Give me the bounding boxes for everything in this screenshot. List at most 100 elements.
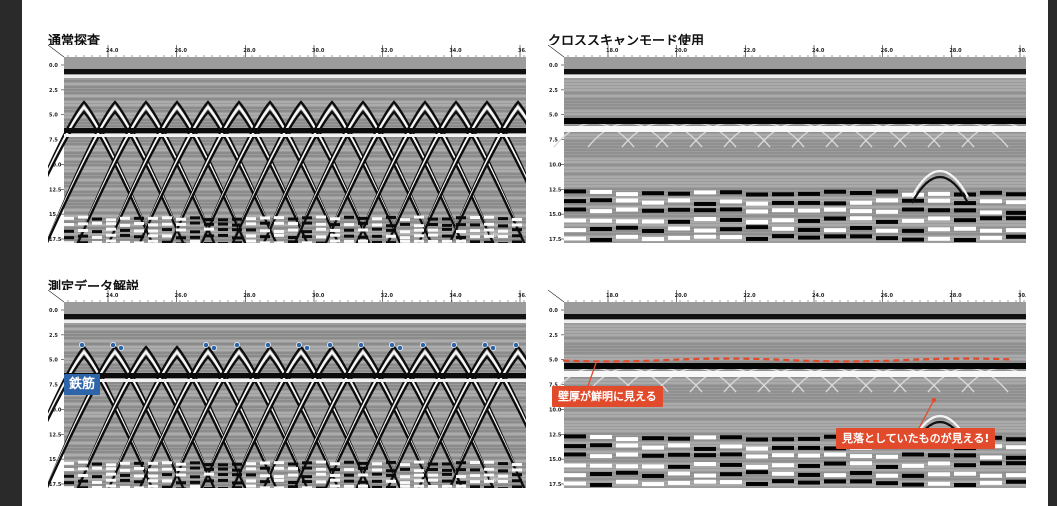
deep-noise-segment <box>64 241 74 243</box>
deep-noise-segment <box>106 218 116 222</box>
deep-noise-segment <box>470 474 480 478</box>
y-tick-label: 10.0 <box>49 407 62 413</box>
deep-noise-segment <box>456 239 466 243</box>
deep-layer-segment <box>694 201 716 206</box>
deep-noise-segment <box>190 485 200 488</box>
deep-noise-segment <box>232 468 242 472</box>
deep-noise-segment <box>358 480 368 484</box>
deep-noise-segment <box>288 467 298 471</box>
y-tick-label: 5.0 <box>549 113 558 119</box>
deep-layer-segment <box>668 226 690 231</box>
y-tick-label: 7.5 <box>549 383 558 389</box>
deep-noise-segment <box>148 461 158 465</box>
deep-noise-segment <box>92 462 102 466</box>
deep-noise-segment <box>274 216 284 220</box>
deep-noise-segment <box>148 474 158 478</box>
deep-noise-segment <box>512 473 522 477</box>
deep-noise-segment <box>302 475 312 479</box>
deep-layer-segment <box>928 453 950 458</box>
gssi-watermark: GSSI <box>484 232 498 239</box>
deep-noise-segment <box>498 479 508 483</box>
back-wall-reflection <box>64 373 526 378</box>
deep-layer-segment <box>694 461 716 466</box>
deep-layer-segment <box>694 228 716 233</box>
deep-layer-segment <box>954 471 976 476</box>
deep-noise-segment <box>134 486 144 488</box>
deep-layer-segment <box>850 190 872 195</box>
gpr-scan-cross: 18.0 20.0 22.0 24.0 26.0 28.0 30.0 0.0 2.5 5.0 7.5… <box>548 45 1026 243</box>
deep-layer-segment <box>876 481 898 486</box>
deep-layer-segment <box>668 191 690 196</box>
y-tick-label: 0.0 <box>49 308 58 314</box>
y-tick-label: 0.0 <box>549 63 558 69</box>
deep-layer-segment <box>1006 479 1026 484</box>
y-tick-label: 17.5 <box>49 237 62 243</box>
deep-noise-segment <box>442 223 452 227</box>
deep-noise-segment <box>456 468 466 472</box>
x-tick-label: 30.0 <box>1018 48 1026 54</box>
rebar-hyperbola <box>48 110 154 243</box>
deep-noise-segment <box>288 485 298 488</box>
deep-layer-segment <box>720 444 742 449</box>
deep-noise-segment <box>232 236 242 240</box>
deep-noise-segment <box>218 467 228 471</box>
deep-noise-segment <box>190 230 200 234</box>
deep-noise-segment <box>232 473 242 477</box>
deep-noise-segment <box>344 460 354 464</box>
rebar-hyperbola <box>200 110 340 243</box>
deep-noise-segment <box>274 241 284 243</box>
deep-layer-segment <box>928 481 950 486</box>
deep-noise-segment <box>428 239 438 243</box>
deep-layer-segment <box>824 201 846 206</box>
gpr-radargram-annotated: 24.0 26.0 28.0 30.0 32.0 34.0 36.0 0.0 2.5 5.0 7.5… <box>48 290 526 488</box>
deep-noise-segment <box>78 215 88 219</box>
deep-layer-segment <box>590 198 612 203</box>
deep-noise-segment <box>204 472 214 476</box>
deep-layer-segment <box>1006 216 1026 221</box>
deep-noise-segment <box>190 475 200 479</box>
x-tick-label: 18.0 <box>606 48 619 54</box>
x-tick-label: 20.0 <box>675 293 688 299</box>
deep-noise-segment <box>274 221 284 225</box>
deep-layer-segment <box>616 479 638 484</box>
deep-layer-segment <box>850 216 872 221</box>
deep-noise-segment <box>78 234 88 238</box>
deep-noise-segment <box>512 240 522 243</box>
deep-layer-segment <box>694 208 716 213</box>
deep-layer-segment <box>642 473 664 478</box>
deep-noise-segment <box>288 480 298 484</box>
deep-noise-segment <box>78 486 88 488</box>
deep-layer-segment <box>928 461 950 466</box>
deep-layer-segment <box>720 235 742 240</box>
deep-noise-segment <box>148 229 158 233</box>
deep-noise-segment <box>456 235 466 239</box>
deep-noise-segment <box>316 222 326 226</box>
deep-noise-segment <box>302 235 312 239</box>
deep-noise-segment <box>414 215 424 219</box>
deep-layer-segment <box>590 189 612 194</box>
back-wall-reflection <box>564 363 1026 369</box>
deep-layer-segment <box>668 198 690 203</box>
deep-noise-segment <box>176 242 186 243</box>
deep-noise-segment <box>358 466 368 470</box>
deep-noise-segment <box>470 240 480 243</box>
deep-layer-segment <box>824 189 846 194</box>
deep-noise-segment <box>316 472 326 476</box>
deep-noise-segment <box>372 462 382 466</box>
deep-noise-segment <box>64 474 74 478</box>
deep-noise-segment <box>288 462 298 466</box>
deep-layer-segment <box>954 192 976 197</box>
deep-layer-segment <box>642 228 664 233</box>
rebar-hyperbola <box>76 110 216 243</box>
deep-layer-segment <box>616 219 638 224</box>
deep-noise-segment <box>400 475 410 479</box>
y-tick-label: 12.5 <box>549 187 562 193</box>
deep-noise-segment <box>106 463 116 467</box>
deep-noise-segment <box>176 467 186 471</box>
deep-noise-segment <box>246 222 256 226</box>
deep-layer-segment <box>668 207 690 212</box>
deep-noise-segment <box>288 473 298 477</box>
x-tick-label: 30.0 <box>312 48 325 54</box>
deep-layer-segment <box>720 472 742 477</box>
rebar-marker <box>451 342 457 348</box>
